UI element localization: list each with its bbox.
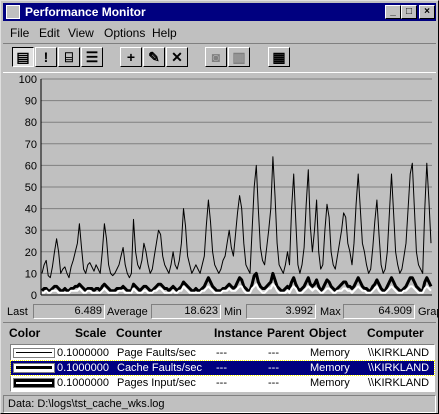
graph-label: Grap: [418, 306, 439, 318]
max-label: Max: [320, 306, 341, 318]
row-scale: 0.1000000: [57, 347, 109, 359]
series-line-pages-input-sec: [42, 283, 432, 294]
alert-view-icon[interactable]: !: [35, 47, 57, 67]
menu-file[interactable]: File: [10, 26, 30, 40]
title-bar[interactable]: Performance Monitor _ □ ×: [3, 3, 436, 21]
y-tick-label: 70: [25, 139, 37, 151]
bookmark-icon[interactable]: ▥: [228, 47, 250, 67]
y-tick-label: 60: [25, 160, 37, 172]
row-computer: \\KIRKLAND: [368, 377, 430, 389]
y-tick-label: 80: [25, 117, 37, 129]
row-scale: 0.1000000: [57, 362, 109, 374]
row-instance: ---: [216, 347, 227, 359]
y-tick-label: 10: [25, 268, 37, 280]
row-counter: Page Faults/sec: [117, 347, 196, 359]
series-line-page-faults-sec: [41, 156, 432, 279]
maximize-button[interactable]: □: [401, 5, 417, 19]
delete-counter-icon[interactable]: ✕: [166, 47, 188, 67]
add-counter-icon[interactable]: +: [120, 47, 142, 67]
average-label: Average: [107, 306, 148, 318]
close-button[interactable]: ×: [419, 5, 435, 19]
last-value: 6.489: [33, 304, 105, 319]
status-bar: Data: D:\logs\tst_cache_wks.log: [3, 395, 436, 413]
y-tick-label: 30: [25, 225, 37, 237]
row-scale: 0.1000000: [57, 377, 109, 389]
menu-options[interactable]: Options: [104, 26, 146, 40]
row-instance: ---: [216, 377, 227, 389]
edit-counter-icon[interactable]: ✎: [143, 47, 165, 67]
value-bar: Last 6.489 Average 18.623 Min 3.992 Max …: [3, 303, 439, 321]
legend-row[interactable]: 0.1000000 Page Faults/sec --- --- Memory…: [11, 346, 434, 360]
log-view-icon[interactable]: ⌸: [58, 47, 80, 67]
row-object: Memory: [310, 347, 350, 359]
row-computer: \\KIRKLAND: [368, 362, 430, 374]
legend-row[interactable]: 0.1000000 Pages Input/sec --- --- Memory…: [11, 376, 434, 390]
row-object: Memory: [310, 377, 350, 389]
toolbar: ▤ ! ⌸ ☰ + ✎ ✕ ◙ ▥ ▦: [3, 43, 436, 73]
header-counter: Counter: [116, 326, 162, 340]
row-parent: ---: [268, 377, 279, 389]
row-counter: Pages Input/sec: [117, 377, 196, 389]
row-computer: \\KIRKLAND: [368, 347, 430, 359]
row-parent: ---: [268, 362, 279, 374]
menu-edit[interactable]: Edit: [39, 26, 60, 40]
y-tick-label: 90: [25, 96, 37, 108]
y-tick-label: 40: [25, 204, 37, 216]
header-parent: Parent: [267, 326, 305, 340]
legend-row-selected[interactable]: 0.1000000 Cache Faults/sec --- --- Memor…: [10, 360, 435, 376]
header-object: Object: [309, 326, 347, 340]
menu-bar: File Edit View Options Help: [3, 23, 436, 41]
legend: Color Scale Counter Instance Parent Obje…: [3, 322, 436, 395]
y-tick-label: 0: [31, 290, 37, 301]
y-tick-label: 20: [25, 247, 37, 259]
header-color: Color: [9, 326, 41, 340]
y-tick-label: 50: [25, 182, 37, 194]
window-title: Performance Monitor: [25, 5, 146, 19]
update-data-icon[interactable]: ◙: [205, 47, 227, 67]
chart-area[interactable]: 0 10 20 30 40 50 60 70 80 90 100: [3, 73, 436, 302]
average-value: 18.623: [151, 304, 221, 319]
last-label: Last: [7, 306, 28, 318]
min-value: 3.992: [246, 304, 316, 319]
line-chart: 0 10 20 30 40 50 60 70 80 90 100: [19, 74, 433, 302]
max-value: 64.909: [343, 304, 415, 319]
series-swatch: [13, 348, 55, 358]
row-instance: ---: [216, 362, 227, 374]
options-icon[interactable]: ▦: [268, 47, 290, 67]
report-view-icon[interactable]: ☰: [81, 47, 103, 67]
row-counter: Cache Faults/sec: [117, 362, 202, 374]
legend-list: 0.1000000 Page Faults/sec --- --- Memory…: [10, 344, 435, 392]
header-instance: Instance: [214, 326, 263, 340]
row-object: Memory: [310, 362, 350, 374]
series-swatch: [13, 363, 55, 373]
series-line-cache-faults-sec: [40, 271, 433, 293]
row-parent: ---: [268, 347, 279, 359]
y-tick-label: 100: [19, 74, 37, 86]
app-icon[interactable]: [6, 5, 20, 19]
min-label: Min: [224, 306, 242, 318]
chart-view-icon[interactable]: ▤: [12, 47, 34, 67]
minimize-button[interactable]: _: [385, 5, 401, 19]
series-swatch: [13, 378, 55, 388]
header-computer: Computer: [367, 326, 424, 340]
status-text: Data: D:\logs\tst_cache_wks.log: [8, 398, 165, 410]
menu-help[interactable]: Help: [152, 26, 177, 40]
header-scale: Scale: [75, 326, 107, 340]
menu-view[interactable]: View: [68, 26, 94, 40]
